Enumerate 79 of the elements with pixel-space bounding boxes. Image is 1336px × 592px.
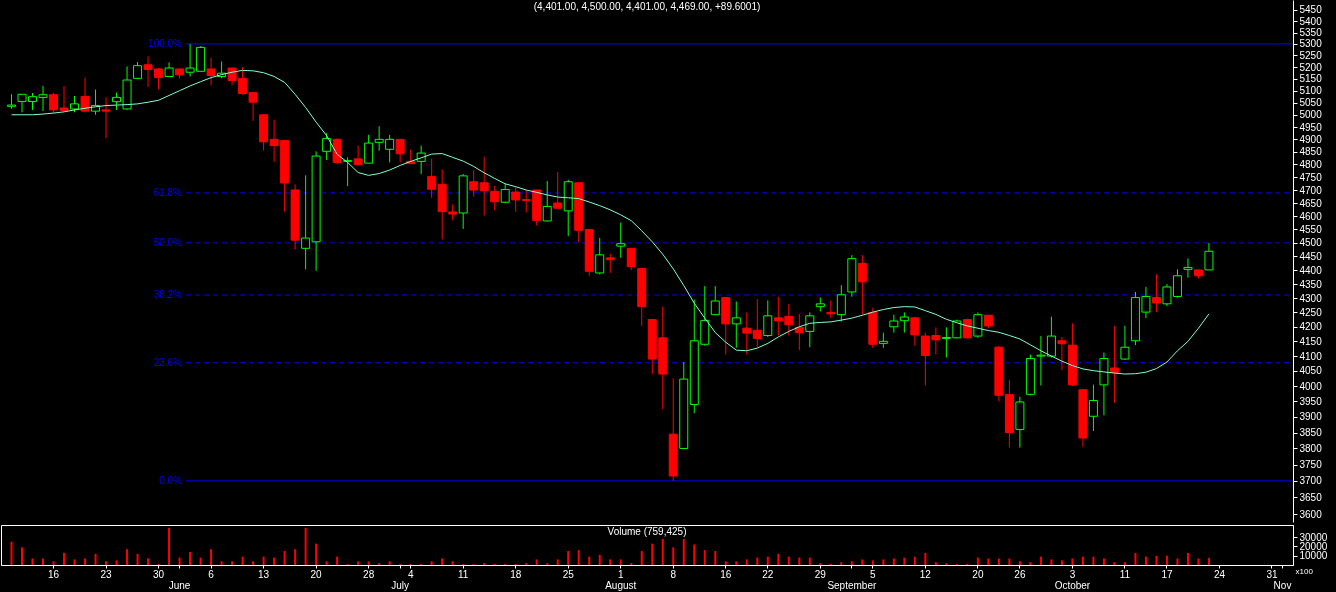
x-tick-label: 16 bbox=[720, 568, 732, 580]
x-tick-label: 16 bbox=[47, 568, 60, 580]
x-tick-label: September bbox=[827, 579, 877, 591]
y-tick-label: 5150 bbox=[1299, 73, 1323, 85]
y-tick-label: 5300 bbox=[1299, 38, 1323, 50]
y-tick-label: 3800 bbox=[1299, 442, 1323, 454]
y-tick-label: 4750 bbox=[1299, 171, 1323, 183]
y-tick-label: 4250 bbox=[1299, 306, 1323, 318]
x-tick-label: July bbox=[391, 579, 410, 591]
chart-title: Volume (759,425) bbox=[607, 526, 687, 537]
y-tick-label: 3750 bbox=[1299, 459, 1323, 471]
x-tick-label: 30 bbox=[153, 568, 165, 580]
x-tick-label: 11 bbox=[1119, 568, 1131, 580]
y-tick-label: 4550 bbox=[1299, 223, 1323, 235]
annotation: 0.0% bbox=[159, 474, 183, 486]
x-tick-label: 6 bbox=[208, 568, 215, 580]
annotation: 50.0% bbox=[153, 236, 183, 248]
x-tick-label: 26 bbox=[1014, 568, 1026, 580]
x-tick-label: 5 bbox=[870, 568, 877, 580]
x-tick-label: 28 bbox=[363, 568, 375, 580]
x-tick-label: 18 bbox=[510, 568, 522, 580]
y-tick-label: 4850 bbox=[1299, 146, 1323, 158]
x-tick-label: 3 October bbox=[1054, 568, 1091, 591]
x-tick-label: Nov bbox=[1273, 579, 1292, 591]
y-tick-label: 4000 bbox=[1299, 380, 1323, 392]
y-tick-label: 4800 bbox=[1299, 158, 1323, 170]
y-tick-label: 4400 bbox=[1299, 264, 1323, 276]
y-tick-label: 5000 bbox=[1299, 109, 1323, 121]
x-tick-label: 20 bbox=[972, 568, 984, 580]
y-axis-title: x100 bbox=[1295, 566, 1314, 576]
x-tick-label: 23 bbox=[100, 568, 113, 580]
x-tick-label: 24 bbox=[1213, 568, 1226, 580]
x-tick-label: 20 bbox=[310, 568, 323, 580]
y-tick-label: 4650 bbox=[1299, 197, 1323, 209]
y-tick-label: 5450 bbox=[1299, 4, 1323, 16]
y-tick-label: 3850 bbox=[1299, 427, 1323, 439]
y-tick-label: 4600 bbox=[1299, 210, 1323, 222]
y-tick-label: 3700 bbox=[1299, 475, 1323, 487]
x-tick-label: 12 bbox=[919, 568, 932, 580]
y-tick-label: 5050 bbox=[1299, 97, 1323, 109]
x-tick-label: 4 bbox=[407, 568, 414, 580]
annotation: 100.0% bbox=[148, 37, 183, 49]
x-tick-label: 8 bbox=[670, 568, 677, 580]
y-tick-label: 5400 bbox=[1299, 15, 1323, 27]
y-tick-label: 5350 bbox=[1299, 27, 1323, 39]
y-tick-label: 10000 bbox=[1299, 550, 1328, 562]
y-tick-label: 4100 bbox=[1299, 350, 1323, 362]
y-tick-label: 4450 bbox=[1299, 250, 1323, 262]
annotation: 23.6% bbox=[153, 356, 183, 368]
y-tick-label: 4500 bbox=[1299, 237, 1323, 249]
y-tick-label: 5100 bbox=[1299, 85, 1323, 97]
x-tick-label: 29 bbox=[814, 568, 827, 580]
y-tick-label: 3600 bbox=[1299, 508, 1323, 520]
y-tick-label: 5250 bbox=[1299, 49, 1323, 61]
y-tick-label: 20000 bbox=[1299, 540, 1328, 552]
x-tick-label: 22 bbox=[762, 568, 774, 580]
y-tick-label: 30000 bbox=[1299, 531, 1328, 543]
y-tick-label: 4200 bbox=[1299, 321, 1323, 333]
y-tick-label: 3900 bbox=[1299, 411, 1323, 423]
chart-title: (4,401.00, 4,500.00, 4,401.00, 4,469.00, +89.6001) bbox=[533, 1, 761, 12]
x-tick-label: 25 bbox=[562, 568, 575, 580]
y-tick-label: 4150 bbox=[1299, 335, 1323, 347]
x-tick-label: 17 bbox=[1161, 568, 1173, 580]
annotation: 61.8% bbox=[153, 186, 183, 198]
y-tick-label: 4300 bbox=[1299, 292, 1323, 304]
annotation: 38.2% bbox=[153, 289, 183, 300]
x-tick-label: 13 bbox=[258, 568, 270, 580]
y-tick-label: 4350 bbox=[1299, 278, 1323, 290]
y-tick-label: 3650 bbox=[1299, 491, 1323, 503]
x-tick-label: 1 August bbox=[605, 568, 637, 591]
y-tick-label: 5200 bbox=[1299, 61, 1323, 73]
y-tick-label: 4950 bbox=[1299, 121, 1323, 133]
y-tick-label: 4050 bbox=[1299, 365, 1323, 377]
x-tick-label: 31 bbox=[1266, 568, 1278, 580]
y-tick-label: 4700 bbox=[1299, 184, 1323, 196]
y-tick-label: 3950 bbox=[1299, 395, 1323, 407]
y-tick-label: 4900 bbox=[1299, 133, 1323, 145]
x-tick-label: 11 bbox=[457, 568, 469, 580]
x-tick-label: June bbox=[168, 579, 191, 591]
